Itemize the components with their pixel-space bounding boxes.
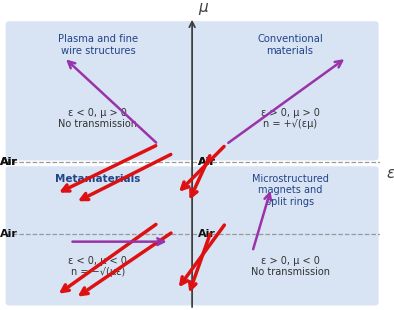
- FancyBboxPatch shape: [192, 21, 379, 161]
- Text: Air: Air: [0, 157, 18, 167]
- Text: Metamaterials: Metamaterials: [55, 174, 141, 184]
- Text: ε > 0, μ > 0
n = +√(εμ): ε > 0, μ > 0 n = +√(εμ): [260, 108, 320, 129]
- Text: Microstructured
magnets and
split rings: Microstructured magnets and split rings: [252, 174, 329, 207]
- FancyBboxPatch shape: [192, 166, 379, 305]
- Text: Air: Air: [198, 157, 216, 167]
- Text: μ: μ: [198, 0, 208, 16]
- Text: Conventional
materials: Conventional materials: [257, 34, 323, 56]
- Text: Air: Air: [0, 229, 18, 239]
- Text: Air: Air: [198, 229, 216, 239]
- Text: Air: Air: [0, 157, 18, 167]
- FancyBboxPatch shape: [6, 21, 192, 161]
- Text: Air: Air: [198, 157, 216, 167]
- Text: ε < 0, μ < 0
n = −√(με): ε < 0, μ < 0 n = −√(με): [69, 255, 127, 277]
- Text: ε: ε: [386, 166, 394, 181]
- Text: ε > 0, μ < 0
No transmission: ε > 0, μ < 0 No transmission: [251, 255, 329, 277]
- Text: ε < 0, μ > 0
No transmission: ε < 0, μ > 0 No transmission: [58, 108, 138, 129]
- FancyBboxPatch shape: [6, 166, 192, 305]
- Text: Plasma and fine
wire structures: Plasma and fine wire structures: [58, 34, 138, 56]
